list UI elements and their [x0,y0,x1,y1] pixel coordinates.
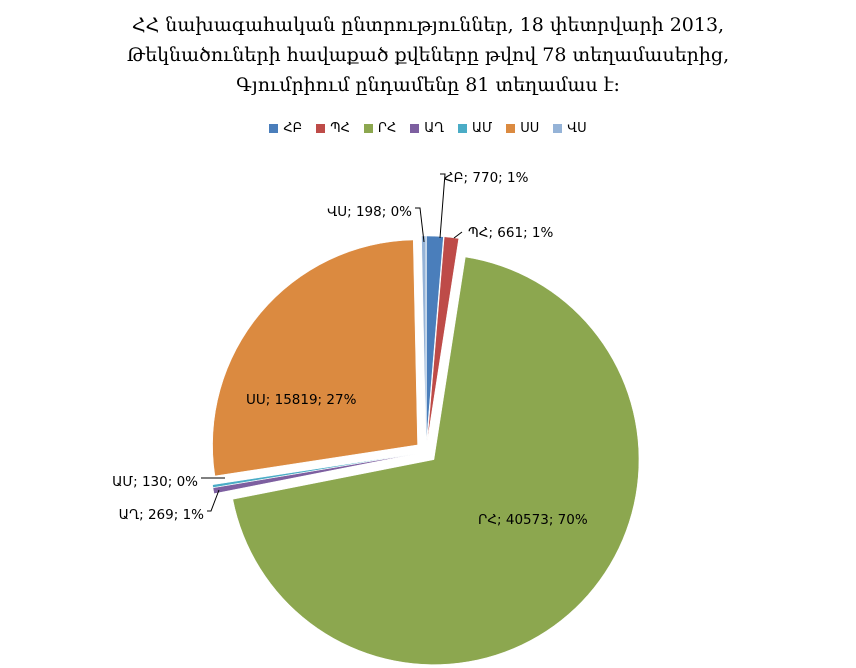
legend-label-6: ՎՍ [567,121,587,136]
data-label-0: ՀԲ; 770; 1% [444,170,529,186]
legend-item-3: ԱՂ [410,121,444,136]
legend-item-2: ՐՀ [363,121,397,136]
data-label-1: ՊՀ; 661; 1% [468,225,554,241]
legend-item-5: ՍՍ [506,121,539,136]
data-label-2: ՐՀ; 40573; 70% [478,512,588,528]
pie-slice-4 [212,453,416,488]
pie-slice-0 [426,235,444,442]
leader-line-0 [439,173,446,239]
legend-item-0: ՀԲ [269,121,302,136]
legend-swatch-3 [410,124,420,133]
data-label-6: ՎՍ; 198; 0% [327,204,412,220]
legend-label-4: ԱՄ [472,121,493,136]
legend-label-1: ՊՀ [330,121,350,136]
legend-label-0: ՀԲ [283,121,303,136]
pie-slice-5 [212,239,418,477]
leader-line-1 [453,231,463,239]
pie-slice-6 [421,235,427,442]
legend-item-6: ՎՍ [553,121,587,136]
chart-legend: ՀԲ ՊՀ ՐՀ ԱՂ ԱՄ ՍՍ ՎՍ [0,121,856,136]
data-label-3: ԱՂ; 269; 1% [119,507,205,523]
legend-label-3: ԱՂ [424,121,445,136]
title-line-3: Գյումրիում ընդամենը 81 տեղամաս է: [236,74,620,96]
leader-line-6 [415,207,425,243]
legend-swatch-6 [553,124,563,133]
legend-item-1: ՊՀ [316,121,350,136]
title-line-1: ՀՀ նախագահական ընտրություններ, 18 փետրվա… [131,14,725,36]
legend-label-2: ՐՀ [377,121,397,136]
data-label-4: ԱՄ; 130; 0% [112,474,198,490]
data-label-5: ՍՍ; 15819; 27% [246,392,357,408]
legend-swatch-2 [363,124,373,133]
legend-label-5: ՍՍ [520,121,540,136]
pie-slice-2 [232,256,640,665]
legend-swatch-5 [506,124,516,133]
legend-swatch-0 [269,124,279,133]
leader-line-3 [207,489,220,512]
legend-swatch-4 [458,124,468,133]
chart-title: ՀՀ նախագահական ընտրություններ, 18 փետրվա… [0,10,856,100]
legend-item-4: ԱՄ [458,121,492,136]
pie-slice-1 [427,236,460,442]
title-line-2: Թեկնածուների հավաքած քվեները թվով 78 տեղ… [126,44,730,66]
legend-swatch-1 [316,124,326,133]
